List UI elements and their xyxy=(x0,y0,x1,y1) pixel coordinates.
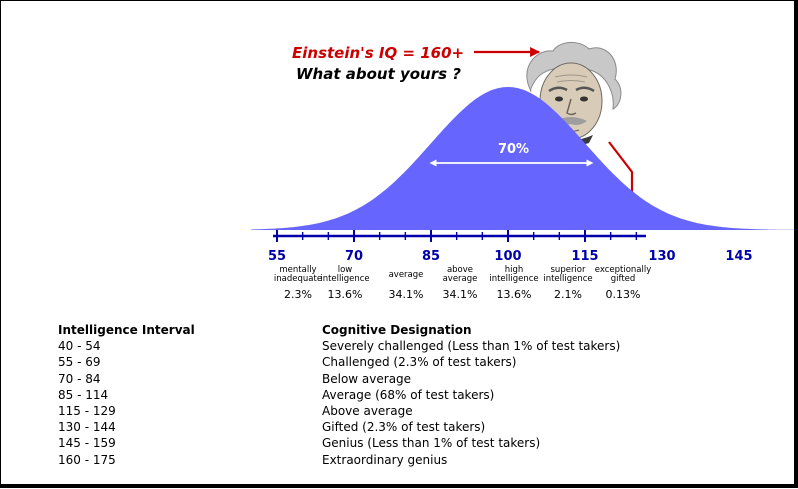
designation-cell: Below average xyxy=(322,371,412,386)
interval-cell: 145 - 159 xyxy=(58,436,116,451)
designation-cell: Above average xyxy=(322,403,413,418)
band-label: superior xyxy=(551,265,586,275)
designation-cell: Extraordinary genius xyxy=(322,452,448,467)
band-percent: 13.6% xyxy=(328,288,363,301)
band-label: intelligence xyxy=(489,274,538,284)
interval-cell: 115 - 129 xyxy=(58,403,116,418)
tick-label: 55 xyxy=(268,249,286,264)
band-label: average xyxy=(443,274,478,284)
band-label: inadequate xyxy=(274,274,322,284)
center-range-label: 70% xyxy=(498,142,529,157)
band-label: exceptionally xyxy=(595,265,652,275)
tick-label: 130 xyxy=(648,249,675,264)
designation-cell: Severely challenged (Less than 1% of tes… xyxy=(322,339,621,354)
tick-label: 100 xyxy=(494,249,521,264)
center-range-indicator: 70% xyxy=(429,142,594,167)
designation-cell: Gifted (2.3% of test takers) xyxy=(322,420,486,435)
bell-curve-area xyxy=(251,87,798,230)
interval-cell: 70 - 84 xyxy=(58,371,101,386)
designation-cell: Genius (Less than 1% of test takers) xyxy=(322,436,541,451)
band-label: mentally xyxy=(279,265,316,275)
interval-cell: 130 - 144 xyxy=(58,420,116,435)
band-percent: 34.1% xyxy=(389,288,424,301)
band-label: intelligence xyxy=(543,274,592,284)
question-headline: What about yours ? xyxy=(296,65,461,83)
band-label: intelligence xyxy=(320,274,369,284)
band-percent: 0.13% xyxy=(606,288,641,301)
tick-label: 145 xyxy=(725,249,752,264)
tick-label: 115 xyxy=(571,249,598,264)
band-label: high xyxy=(505,265,524,275)
band-percent: 2.3% xyxy=(284,288,312,301)
designation-cell: Challenged (2.3% of test takers) xyxy=(322,355,517,370)
band-percent: 13.6% xyxy=(497,288,532,301)
band-label: average xyxy=(389,270,424,280)
interval-cell: 55 - 69 xyxy=(58,355,101,370)
band-percent: 34.1% xyxy=(443,288,478,301)
band-label: gifted xyxy=(611,274,636,284)
band-label: above xyxy=(447,265,473,275)
interval-cell: 160 - 175 xyxy=(58,452,116,467)
tick-label: 85 xyxy=(422,249,440,264)
interval-cell: 40 - 54 xyxy=(58,339,101,354)
einstein-iq-headline: Einstein's IQ = 160+ xyxy=(292,44,464,62)
designation-cell: Average (68% of test takers) xyxy=(322,387,495,402)
tick-label: 70 xyxy=(345,249,363,264)
column-header-designation: Cognitive Designation xyxy=(322,323,472,337)
band-label: low xyxy=(338,265,353,275)
column-header-interval: Intelligence Interval xyxy=(58,323,195,337)
band-percent: 2.1% xyxy=(554,288,582,301)
interval-cell: 85 - 114 xyxy=(58,387,109,402)
